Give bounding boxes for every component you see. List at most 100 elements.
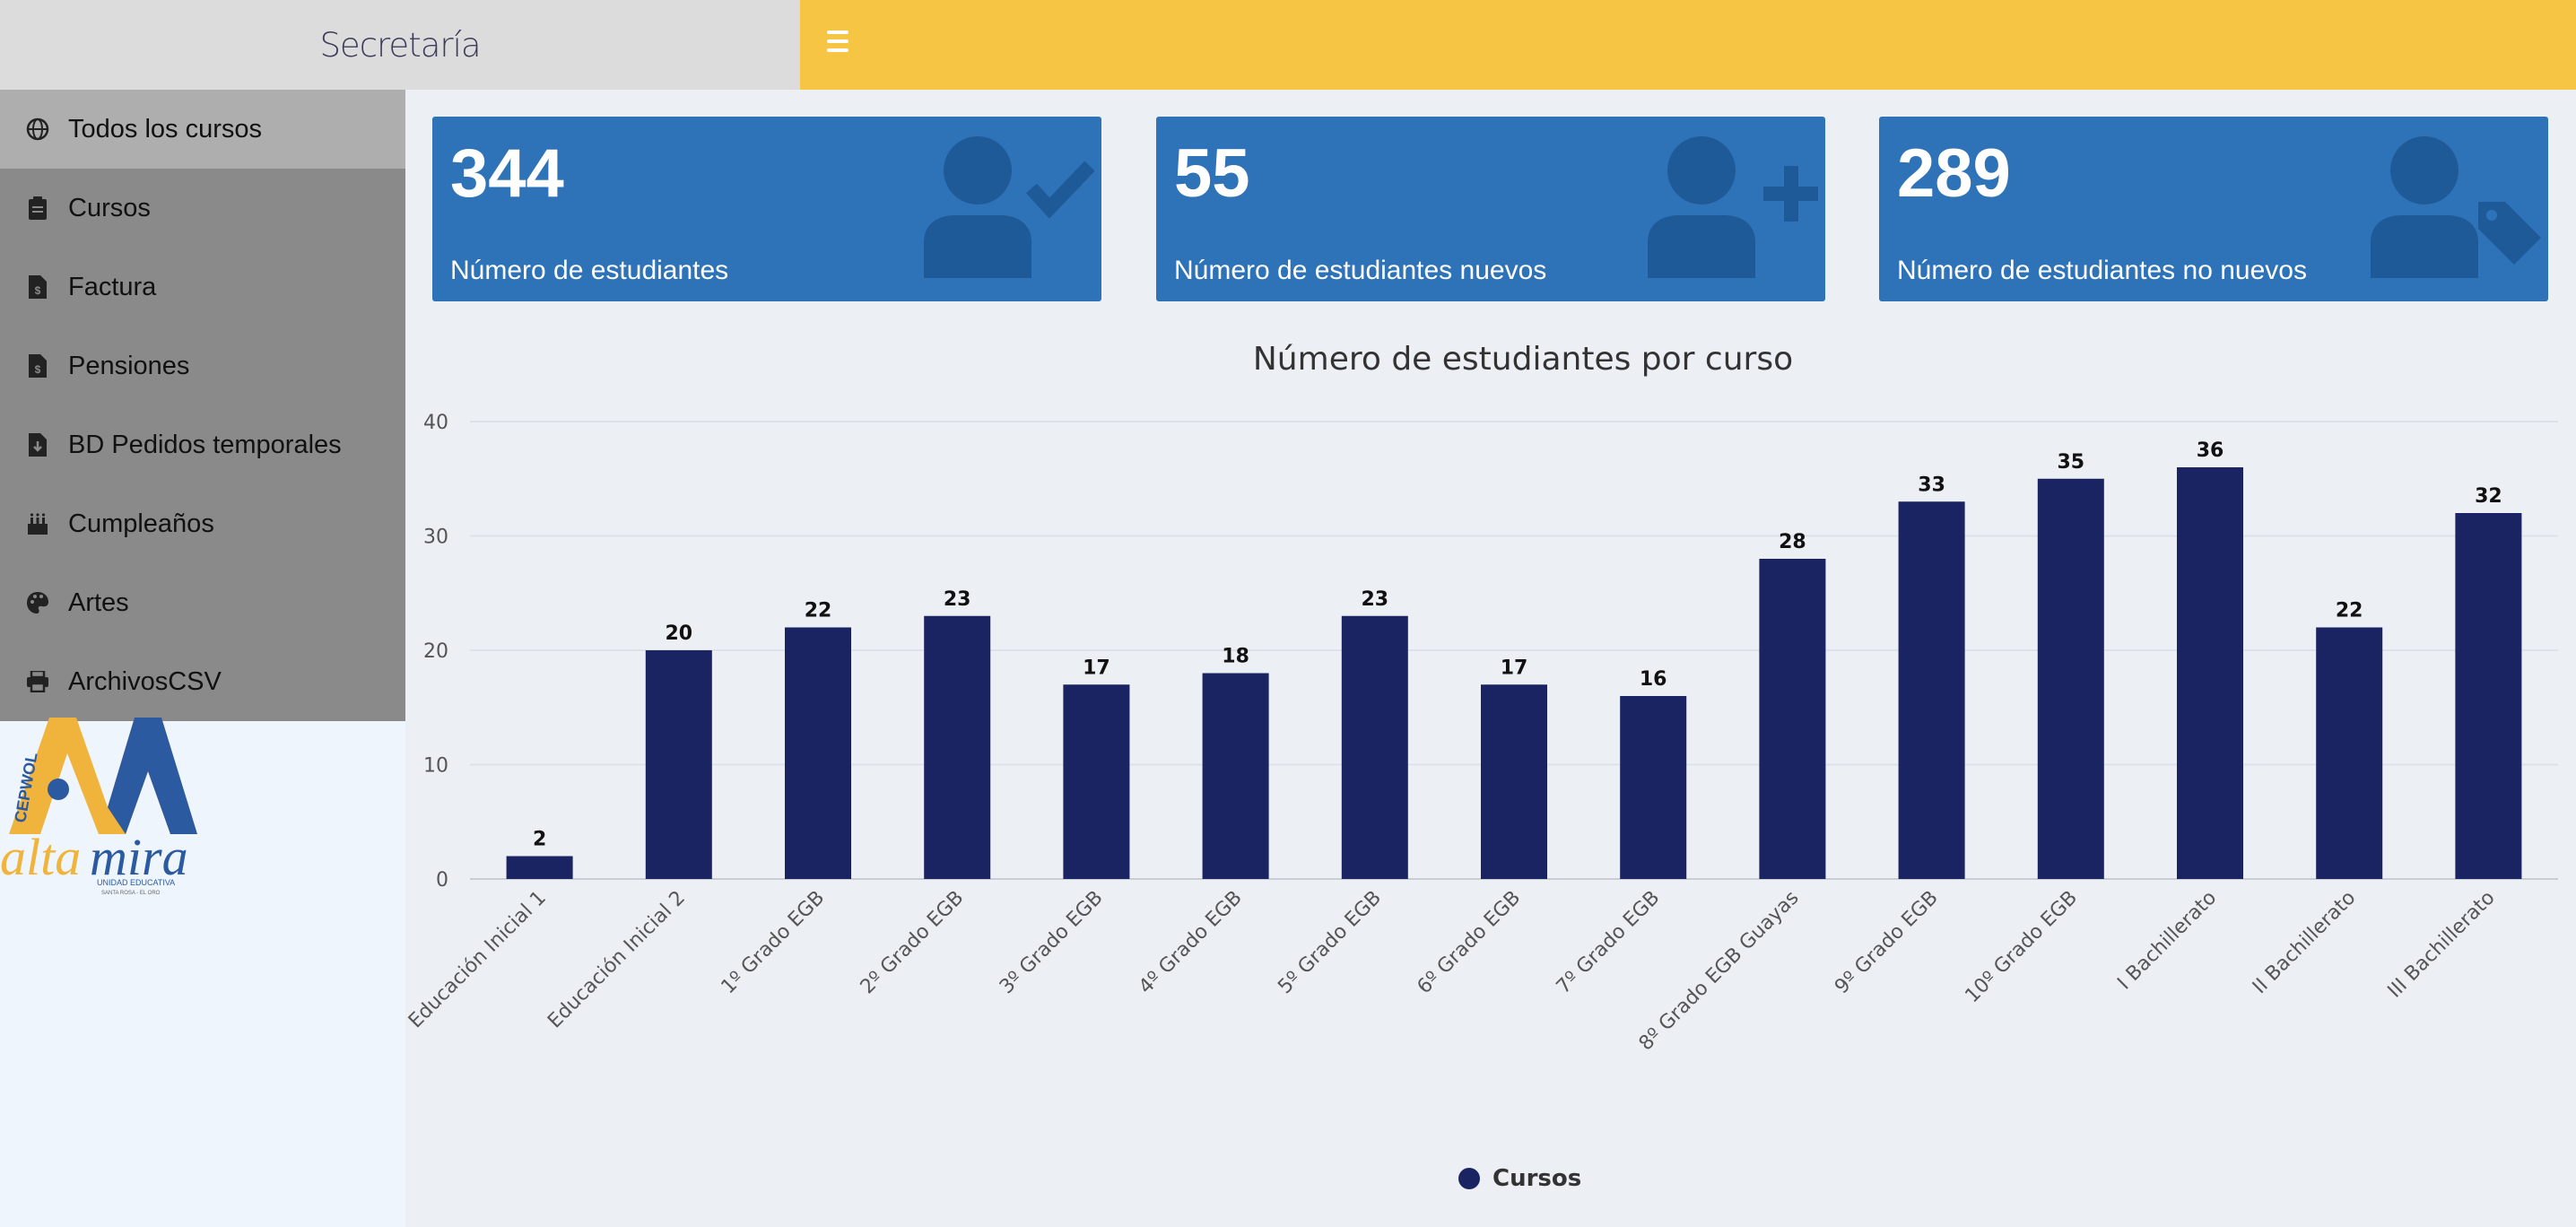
sidebar-item-label: ArchivosCSV [68, 666, 222, 696]
sidebar-item-todos-los-cursos[interactable]: Todos los cursos [0, 90, 405, 169]
sidebar-item-cursos[interactable]: Cursos [0, 169, 405, 248]
bar-14 [2316, 627, 2383, 879]
sidebar-item-bd-pedidos-temporales[interactable]: BD Pedidos temporales [0, 405, 405, 484]
legend-label: Cursos [1493, 1165, 1581, 1192]
y-tick-label: 0 [436, 869, 448, 892]
bar-3 [785, 627, 851, 879]
bar-5 [1063, 684, 1130, 879]
print-icon [25, 669, 50, 694]
user-check-icon [924, 136, 1094, 278]
x-tick-label: 10º Grado EGB [1961, 887, 2082, 1008]
sidebar-item-label: Pensiones [68, 351, 190, 380]
sidebar-item-label: Cumpleaños [68, 509, 214, 538]
sidebar-item-label: Todos los cursos [68, 114, 262, 144]
x-tick-label: Educación Inicial 1 [405, 887, 551, 1033]
data-label: 17 [1501, 657, 1528, 679]
stat-value: 55 [1174, 135, 1250, 212]
bar-6 [1202, 673, 1269, 879]
y-tick-label: 10 [423, 755, 448, 778]
svg-text:SANTA ROSA - EL ORO: SANTA ROSA - EL ORO [101, 891, 161, 896]
y-tick-label: 20 [423, 640, 448, 663]
data-label: 23 [1361, 588, 1388, 611]
bar-2 [645, 650, 712, 879]
svg-text:$: $ [35, 284, 41, 297]
data-label: 36 [2197, 439, 2224, 462]
x-tick-label: III Bachillerato [2384, 887, 2500, 1003]
chart-title: Número de estudiantes por curso [1253, 341, 1793, 378]
top-navbar [800, 0, 2576, 90]
stat-label: Número de estudiantes nuevos [1174, 256, 1547, 285]
svg-text:$: $ [35, 363, 41, 376]
user-plus-icon [1648, 136, 1818, 278]
brand-title: Secretaría [319, 25, 481, 65]
y-tick-label: 40 [423, 412, 448, 434]
stat-card-returning-students: 289 Número de estudiantes no nuevos [1879, 117, 2548, 301]
data-label: 16 [1640, 668, 1667, 691]
hamburger-menu-icon[interactable] [827, 30, 850, 57]
user-tag-icon [2371, 136, 2541, 278]
data-label: 17 [1083, 657, 1110, 679]
school-logo: alta mira UNIDAD EDUCATIVA SANTA ROSA - … [0, 718, 206, 915]
bar-13 [2177, 467, 2243, 879]
students-per-course-chart: Número de estudiantes por curso 0 10 20 30 40… [405, 341, 2558, 1192]
y-tick-label: 30 [423, 526, 448, 549]
data-label: 23 [944, 588, 971, 611]
stat-value: 289 [1897, 135, 2011, 212]
sidebar-item-label: Artes [68, 587, 129, 617]
data-label: 22 [2336, 600, 2363, 622]
clipboard-icon [25, 196, 50, 221]
data-label: 33 [1918, 474, 1945, 496]
data-label: 2 [533, 829, 546, 851]
data-label: 35 [2057, 451, 2084, 474]
x-tick-label: 6º Grado EGB [1414, 887, 1526, 999]
svg-text:UNIDAD EDUCATIVA: UNIDAD EDUCATIVA [97, 878, 175, 887]
bar-15 [2455, 513, 2522, 879]
data-label: 22 [805, 600, 832, 622]
stat-card-total-students: 344 Número de estudiantes [432, 117, 1101, 301]
x-tick-label: 3º Grado EGB [996, 887, 1108, 999]
x-tick-label: 7º Grado EGB [1553, 887, 1665, 999]
x-tick-label: I Bachillerato [2113, 887, 2221, 995]
x-tick-label: 2º Grado EGB [857, 887, 969, 999]
x-tick-label: II Bachillerato [2249, 887, 2361, 999]
bar-1 [506, 856, 573, 879]
stat-card-new-students: 55 Número de estudiantes nuevos [1156, 117, 1825, 301]
bar-8 [1481, 684, 1547, 879]
bar-12 [2037, 478, 2104, 879]
sidebar-item-label: BD Pedidos temporales [68, 430, 342, 459]
data-label: 18 [1222, 646, 1249, 668]
svg-text:mira: mira [90, 828, 188, 886]
x-tick-label: 4º Grado EGB [1135, 887, 1247, 999]
sidebar-item-label: Factura [68, 272, 157, 301]
sidebar-item-factura[interactable]: $ Factura [0, 248, 405, 326]
stat-label: Número de estudiantes no nuevos [1897, 256, 2307, 285]
globe-icon [25, 117, 50, 142]
sidebar-item-archivoscsv[interactable]: ArchivosCSV [0, 642, 405, 721]
sidebar-item-artes[interactable]: Artes [0, 563, 405, 642]
data-label: 20 [665, 622, 692, 645]
x-tick-label: 9º Grado EGB [1831, 887, 1943, 999]
bar-10 [1759, 559, 1826, 879]
main-content: 344 Número de estudiantes 55 Número de e… [405, 90, 2576, 1227]
sidebar: Todos los cursos Cursos $ Factura $ Pens… [0, 90, 405, 1227]
stat-label: Número de estudiantes [450, 256, 729, 285]
data-label: 32 [2475, 485, 2502, 508]
invoice-icon: $ [25, 274, 50, 300]
x-tick-label: 5º Grado EGB [1274, 887, 1386, 999]
x-tick-label: 8º Grado EGB Guayas [1635, 887, 1804, 1056]
bar-9 [1620, 696, 1687, 879]
sidebar-menu: Todos los cursos Cursos $ Factura $ Pens… [0, 90, 405, 721]
brand-area: Secretaría [0, 0, 800, 90]
x-tick-label: 1º Grado EGB [718, 887, 830, 999]
sidebar-item-cumpleanos[interactable]: Cumpleaños [0, 484, 405, 563]
sidebar-item-pensiones[interactable]: $ Pensiones [0, 326, 405, 405]
bar-7 [1341, 615, 1408, 879]
svg-text:alta: alta [0, 828, 81, 886]
invoice-icon: $ [25, 353, 50, 379]
data-label: 28 [1779, 531, 1806, 553]
stat-value: 344 [450, 135, 564, 212]
x-tick-label: Educación Inicial 2 [544, 887, 690, 1033]
palette-icon [25, 590, 50, 615]
legend-marker [1458, 1168, 1480, 1189]
bar-11 [1898, 501, 1965, 879]
